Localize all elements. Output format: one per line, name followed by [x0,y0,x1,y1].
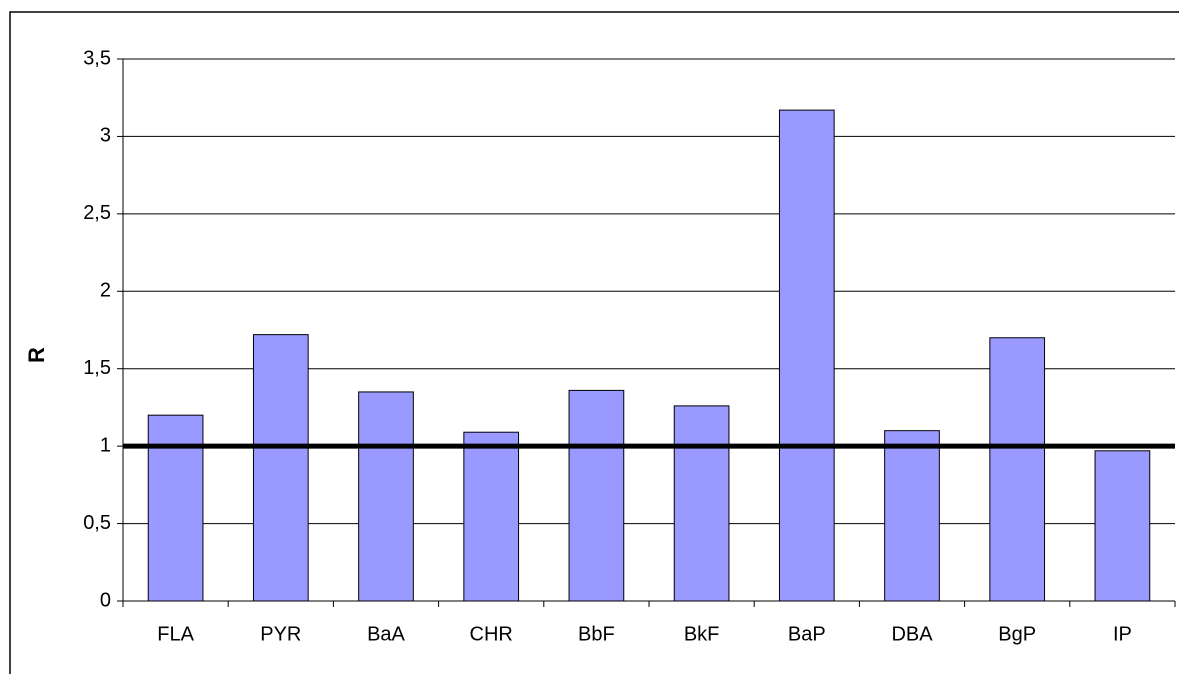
bar [989,337,1046,602]
bar [147,414,204,602]
bar [358,391,414,602]
bar [568,389,625,602]
bar [778,109,835,602]
y-tick-label: 1,5 [83,357,111,379]
chart-frame [9,11,1179,674]
x-tick-label: BaA [367,623,405,645]
x-tick-label: DBA [891,623,933,645]
y-axis-label: R [24,347,49,363]
x-tick-label: BbF [578,623,615,645]
y-tick-label: 1 [100,434,111,456]
x-tick-label: PYR [260,623,301,645]
bar [884,430,940,602]
x-tick-label: BaP [788,623,826,645]
bar [463,431,520,602]
bar [252,334,309,602]
bar [673,405,730,602]
x-tick-label: IP [1113,623,1132,645]
y-tick-label: 3,5 [83,47,111,69]
x-tick-label: CHR [470,623,513,645]
y-tick-label: 0 [100,589,111,611]
bar [1094,450,1151,602]
y-tick-label: 3 [100,125,111,147]
x-tick-label: BgP [998,623,1036,645]
x-tick-label: FLA [157,623,194,645]
y-tick-label: 2,5 [83,202,111,224]
y-tick-label: 2 [100,280,111,302]
x-tick-label: BkF [684,623,720,645]
y-tick-label: 0,5 [83,512,111,534]
